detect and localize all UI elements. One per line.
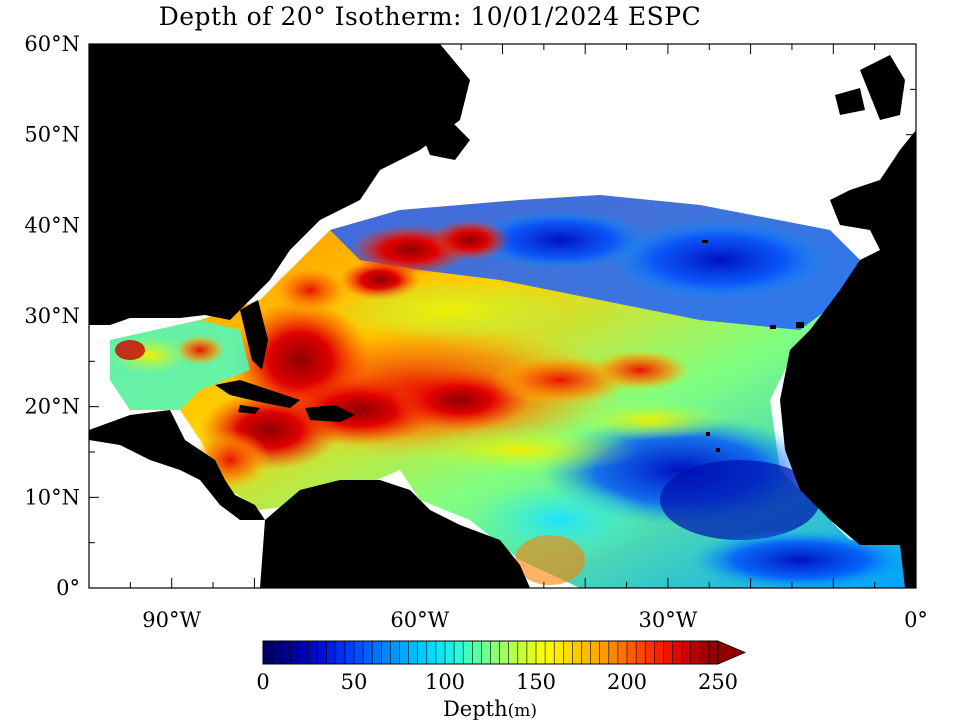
colorbar-segment (408, 641, 418, 664)
colorbar-labels: 0 50 100 150 200 250 (256, 670, 738, 694)
colorbar-segment (344, 641, 355, 664)
colorbar-segment (263, 641, 273, 664)
colorbar-segment (554, 641, 564, 664)
colorbar (262, 640, 747, 665)
colorbar-segment (281, 641, 291, 664)
colorbar-segment (272, 641, 282, 664)
map-title: Depth of 20° Isotherm: 10/01/2024 ESPC (158, 2, 702, 31)
colorbar-segment (708, 641, 719, 664)
colorbar-segment (435, 641, 446, 664)
colorbar-segment (299, 641, 309, 664)
colorbar-title-main: Depth (443, 697, 508, 720)
colorbar-segment (572, 641, 582, 664)
colorbar-segment (399, 641, 409, 664)
colorbar-segment (590, 641, 600, 664)
colorbar-segment (699, 641, 710, 664)
colorbar-segment (481, 641, 491, 664)
lon-label: 60°W (390, 608, 449, 632)
colorbar-tick-label: 250 (698, 670, 738, 694)
colorbar-title-unit: (m) (508, 701, 537, 720)
depth-field (89, 44, 916, 588)
colorbar-segment (499, 641, 509, 664)
colorbar-segment (645, 641, 655, 664)
colorbar-segment (672, 641, 682, 664)
lon-label: 90°W (142, 608, 201, 632)
colorbar-segment (536, 641, 546, 664)
colorbar-segment (308, 641, 318, 664)
colorbar-tick-label: 50 (341, 670, 368, 694)
colorbar-segment (690, 641, 701, 664)
lat-label: 10°N (24, 485, 80, 509)
colorbar-segment (599, 641, 610, 664)
land-mask (89, 44, 916, 588)
colorbar-segment (372, 641, 382, 664)
lat-label: 0° (56, 576, 80, 600)
colorbar-segment (390, 641, 400, 664)
colorbar-segment (426, 641, 437, 664)
colorbar-segment (508, 641, 519, 664)
colorbar-segment (526, 641, 537, 664)
latitude-labels: 60°N 50°N 40°N 30°N 20°N 10°N 0° (24, 32, 80, 600)
lat-label: 50°N (24, 123, 80, 147)
colorbar-segment (445, 641, 455, 664)
colorbar-title: Depth(m) (443, 697, 537, 720)
colorbar-extend-arrow (717, 640, 747, 665)
colorbar-segment (545, 641, 555, 664)
colorbar-segment (563, 641, 573, 664)
lon-label: 30°W (638, 608, 697, 632)
colorbar-segment (663, 641, 673, 664)
colorbar-segment (454, 641, 464, 664)
colorbar-segment (636, 641, 646, 664)
colorbar-frame (262, 640, 719, 665)
colorbar-segment (681, 641, 691, 664)
colorbar-segment (317, 641, 327, 664)
colorbar-segment (363, 641, 373, 664)
colorbar-segment (581, 641, 591, 664)
colorbar-segment (290, 641, 300, 664)
colorbar-segment (417, 641, 428, 664)
longitude-labels: 90°W 60°W 30°W 0° (142, 608, 928, 632)
colorbar-segment (381, 641, 391, 664)
colorbar-tick-label: 100 (425, 670, 465, 694)
colorbar-segment (517, 641, 528, 664)
lat-label: 30°N (24, 304, 80, 328)
colorbar-segment (490, 641, 500, 664)
colorbar-segment (463, 641, 473, 664)
colorbar-segment (326, 641, 337, 664)
colorbar-segment (608, 641, 619, 664)
colorbar-segment (627, 641, 637, 664)
colorbar-segment (472, 641, 482, 664)
colorbar-segment (654, 641, 664, 664)
lat-label: 40°N (24, 213, 80, 237)
colorbar-tick-label: 150 (516, 670, 556, 694)
lat-label: 60°N (24, 32, 80, 56)
colorbar-tick-label: 200 (607, 670, 647, 694)
lat-label: 20°N (24, 395, 80, 419)
axis-ticks (89, 44, 916, 588)
colorbar-tick-label: 0 (256, 670, 269, 694)
colorbar-segment (354, 641, 364, 664)
colorbar-segment (617, 641, 628, 664)
lon-label: 0° (904, 608, 928, 632)
colorbar-segment (335, 641, 346, 664)
